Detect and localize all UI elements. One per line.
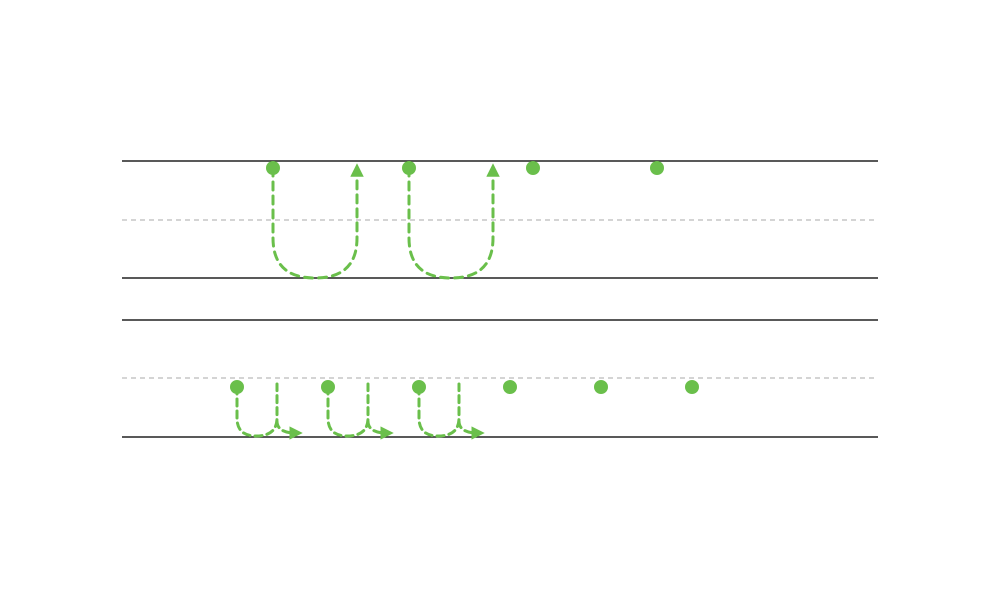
- start-dot: [685, 380, 699, 394]
- traced-letter-u: [417, 382, 478, 436]
- traced-letter-u: [326, 382, 387, 436]
- small-u-row: [122, 319, 878, 437]
- traced-letter-u: [235, 382, 296, 436]
- traced-letter-u: [407, 163, 500, 280]
- start-dot: [526, 161, 540, 175]
- start-dot: [594, 380, 608, 394]
- start-dot: [266, 161, 280, 175]
- start-dot: [412, 380, 426, 394]
- start-dot: [230, 380, 244, 394]
- traced-letter-u: [271, 163, 364, 280]
- start-dot: [503, 380, 517, 394]
- start-dot: [650, 161, 664, 175]
- large-u-row: [122, 160, 878, 280]
- start-dot: [402, 161, 416, 175]
- start-dot: [321, 380, 335, 394]
